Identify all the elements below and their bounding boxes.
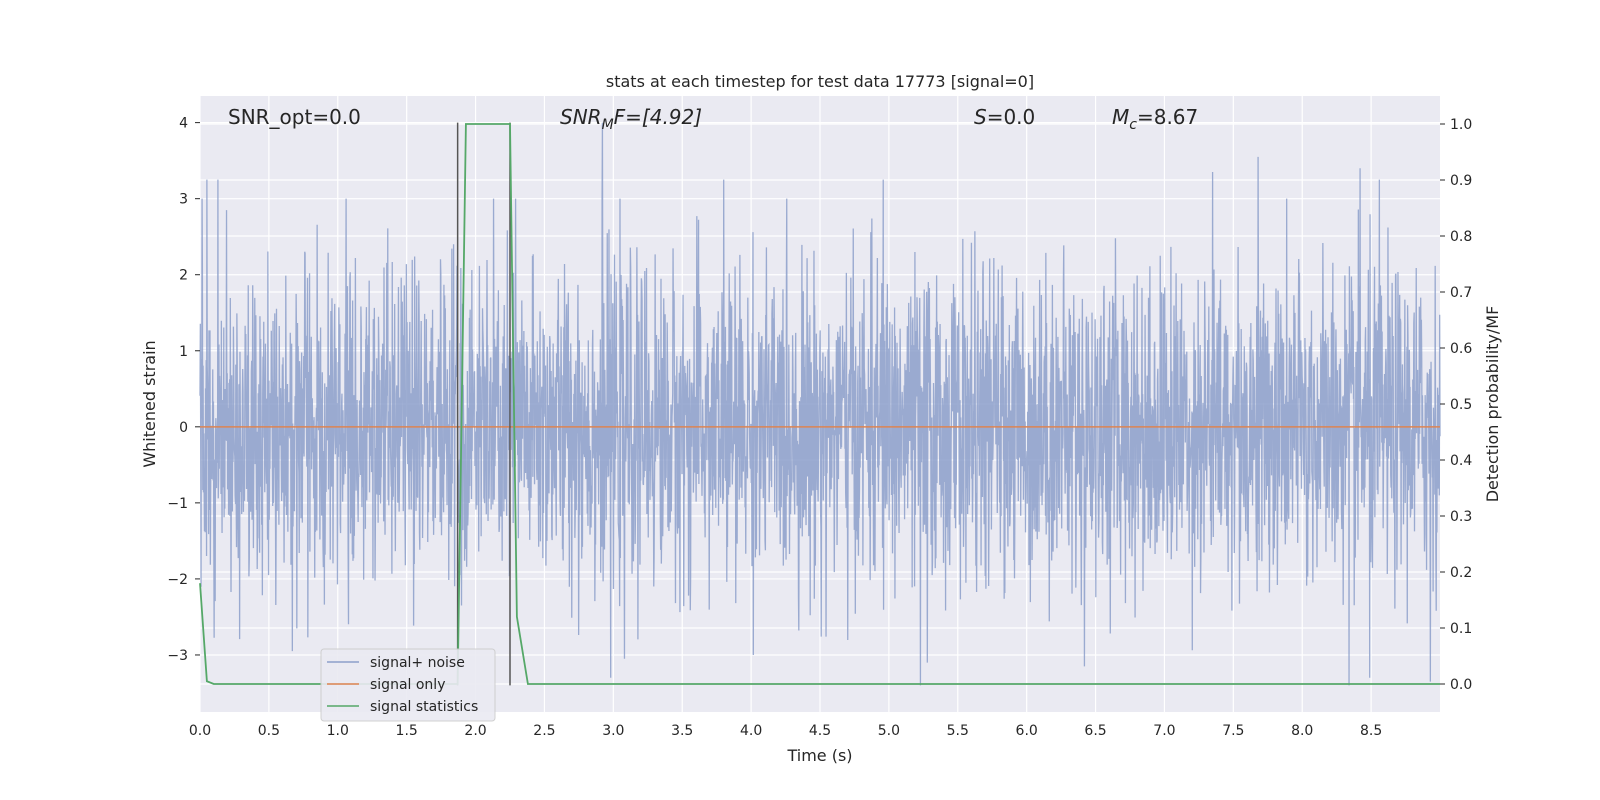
x-tick-label: 6.5 (1084, 723, 1106, 739)
x-tick-label: 5.5 (947, 723, 969, 739)
y-right-tick-label: 0.9 (1450, 173, 1472, 189)
y-right-tick-label: 0.4 (1450, 453, 1472, 469)
annotation-snr-opt: SNR_opt=0.0 (228, 105, 361, 129)
annotation-mc: Mc=8.67 (1112, 105, 1198, 133)
x-tick-label: 4.5 (809, 723, 831, 739)
signal-statistics-line (199, 123, 1440, 685)
y-axis-right-label: Detection probability/MF (1483, 306, 1502, 503)
y-tick-label: −1 (167, 496, 188, 512)
y-axis-ticks: 4 3 2 1 0 −1 −2 −3 (167, 116, 200, 664)
y-tick-label: 1 (179, 344, 188, 360)
x-tick-label: 1.5 (396, 723, 418, 739)
vertical-markers (456, 122, 511, 686)
x-tick-label: 2.0 (464, 723, 486, 739)
x-axis-label: Time (s) (786, 746, 852, 765)
y-right-tick-label: 0.6 (1450, 341, 1472, 357)
x-tick-label: 7.0 (1153, 723, 1175, 739)
x-axis-ticks: 0.0 0.5 1.0 1.5 2.0 2.5 3.0 3.5 4.0 4.5 5.0 5.5 6.0 6… (189, 723, 1382, 739)
y-right-tick-label: 1.0 (1450, 117, 1472, 133)
x-tick-label: 2.5 (533, 723, 555, 739)
y-right-tick-label: 0.8 (1450, 229, 1472, 245)
legend: signal+ noise signal only signal statist… (320, 648, 496, 722)
y-tick-label: −3 (167, 648, 188, 664)
annotation-s: S=0.0 (974, 105, 1035, 129)
x-tick-label: 0.5 (258, 723, 280, 739)
signal-noise-line (199, 122, 1441, 686)
x-tick-label: 3.5 (671, 723, 693, 739)
y-tick-label: −2 (167, 572, 188, 588)
legend-label-signal-noise: signal+ noise (370, 655, 465, 671)
y-tick-label: 2 (179, 268, 188, 284)
y-axis-label: Whitened strain (140, 340, 159, 467)
y-right-tick-label: 0.1 (1450, 621, 1472, 637)
y-tick-label: 0 (179, 420, 188, 436)
y-axis-right-ticks: 1.0 0.9 0.8 0.7 0.6 0.5 0.4 0.3 0.2 0.1 0.0 (1440, 117, 1472, 693)
y-right-tick-label: 0.3 (1450, 509, 1472, 525)
y-tick-label: 4 (179, 116, 188, 132)
x-tick-label: 6.0 (1016, 723, 1038, 739)
annotation-snr-mf: SNRMF=[4.92] (560, 105, 702, 133)
x-tick-label: 4.0 (740, 723, 762, 739)
x-tick-label: 8.0 (1291, 723, 1313, 739)
x-tick-label: 0.0 (189, 723, 211, 739)
y-tick-label: 3 (179, 192, 188, 208)
series-signal-statistics (199, 123, 1440, 685)
x-tick-label: 5.0 (878, 723, 900, 739)
x-tick-label: 1.0 (327, 723, 349, 739)
x-tick-label: 7.5 (1222, 723, 1244, 739)
y-right-tick-label: 0.0 (1450, 677, 1472, 693)
series-signal-noise (199, 122, 1441, 686)
x-tick-label: 8.5 (1360, 723, 1382, 739)
legend-label-signal-statistics: signal statistics (370, 699, 478, 715)
legend-label-signal-only: signal only (370, 677, 445, 693)
chart-title: stats at each timestep for test data 177… (606, 72, 1034, 91)
y-right-tick-label: 0.5 (1450, 397, 1472, 413)
y-right-tick-label: 0.2 (1450, 565, 1472, 581)
y-right-tick-label: 0.7 (1450, 285, 1472, 301)
legend-box (320, 648, 496, 722)
x-tick-label: 3.0 (602, 723, 624, 739)
